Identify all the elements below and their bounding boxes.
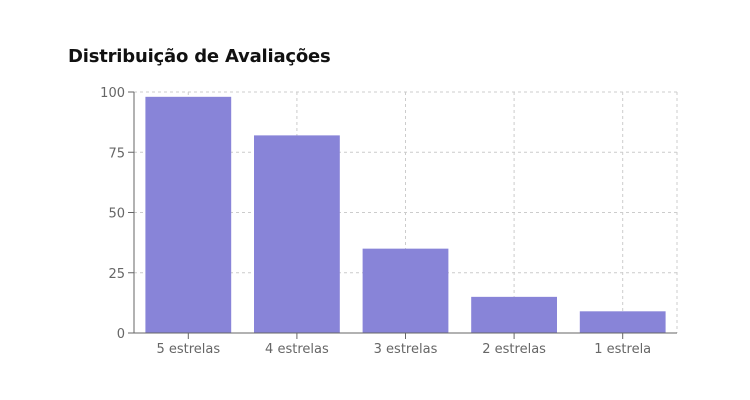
bar-2-estrelas	[471, 296, 557, 333]
y-axis: 0 25 50 75 100	[100, 86, 135, 342]
y-tick-label: 0	[117, 327, 125, 342]
bar-5-estrelas	[145, 96, 232, 333]
x-axis: 5 estrelas 4 estrelas 3 estrelas 2 estrelas…	[134, 332, 677, 357]
y-tick-label: 50	[108, 207, 125, 222]
bars	[145, 96, 666, 333]
bar-3-estrelas	[362, 248, 449, 333]
y-tick-label: 25	[108, 267, 125, 282]
x-tick-label: 1 estrela	[594, 342, 651, 357]
y-tick-label: 100	[100, 86, 125, 101]
bar-1-estrela	[579, 311, 666, 333]
x-tick-label: 4 estrelas	[265, 342, 329, 357]
chart-title: Distribuição de Avaliações	[68, 46, 331, 67]
bar-4-estrelas	[254, 135, 340, 333]
y-tick-label: 75	[108, 146, 125, 161]
x-tick-label: 5 estrelas	[156, 342, 220, 357]
x-tick-label: 3 estrelas	[374, 342, 438, 357]
x-tick-label: 2 estrelas	[482, 342, 546, 357]
